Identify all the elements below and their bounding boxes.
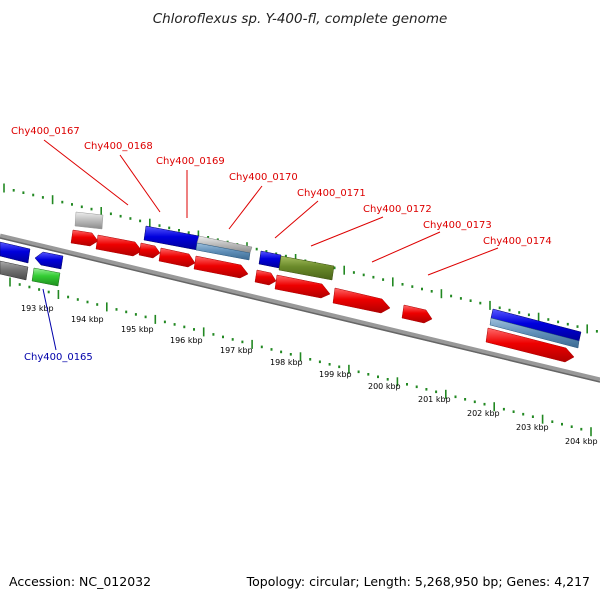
kbp-label: 193 kbp	[21, 304, 54, 313]
gene-label[interactable]: Chy400_0173	[423, 220, 492, 231]
genome-summary-text: Topology: circular; Length: 5,268,950 bp…	[246, 574, 590, 589]
feature-green[interactable]	[31, 267, 61, 287]
kbp-label: 201 kbp	[418, 395, 451, 404]
gene-label[interactable]: Chy400_0171	[297, 188, 366, 199]
feature-olive[interactable]	[278, 255, 335, 281]
feature-gray[interactable]	[74, 211, 104, 230]
kbp-label: 199 kbp	[319, 370, 352, 379]
reverse-features	[0, 241, 64, 287]
callout-line	[43, 139, 129, 206]
kbp-label: 202 kbp	[467, 409, 500, 418]
callout-line	[228, 185, 263, 230]
gene-label[interactable]: Chy400_0168	[84, 141, 153, 152]
callout-line	[310, 216, 384, 247]
gene-label[interactable]: Chy400_0165	[24, 352, 93, 363]
forward-features	[70, 211, 582, 363]
feature-red[interactable]	[70, 229, 99, 247]
feature-red[interactable]	[274, 274, 331, 299]
feature-red[interactable]	[485, 327, 575, 363]
gene-callouts-reverse: Chy400_0165	[24, 288, 93, 363]
kbp-label: 196 kbp	[170, 336, 203, 345]
feature-red[interactable]	[193, 255, 249, 279]
gene-label[interactable]: Chy400_0174	[483, 236, 552, 247]
kbp-label: 203 kbp	[516, 423, 549, 432]
callout-line	[119, 154, 161, 213]
accession-text: Accession: NC_012032	[9, 574, 151, 589]
feature-red[interactable]	[95, 234, 143, 257]
callout-line	[371, 231, 441, 263]
map-title: Chloroflexus sp. Y-400-fl, complete geno…	[153, 11, 448, 27]
gene-callouts-forward: Chy400_0167 Chy400_0168 Chy400_0169 Chy4…	[11, 126, 552, 276]
gene-label[interactable]: Chy400_0172	[363, 204, 432, 215]
gene-label[interactable]: Chy400_0167	[11, 126, 80, 137]
kbp-label: 200 kbp	[368, 382, 401, 391]
kbp-label: 198 kbp	[270, 358, 303, 367]
callout-line	[274, 200, 319, 239]
kbp-label: 197 kbp	[220, 346, 253, 355]
gene-label[interactable]: Chy400_0169	[156, 156, 225, 167]
feature-red[interactable]	[158, 247, 196, 268]
callout-line	[42, 288, 57, 351]
feature-red[interactable]	[138, 242, 161, 259]
feature-red[interactable]	[254, 269, 277, 286]
feature-blue[interactable]	[34, 251, 64, 270]
kbp-label: 195 kbp	[121, 325, 154, 334]
feature-steel[interactable]	[489, 317, 580, 349]
feature-blue[interactable]	[0, 241, 31, 264]
genome-backbone	[0, 233, 600, 383]
genome-backbone-shade	[0, 237, 600, 383]
feature-red[interactable]	[332, 287, 391, 314]
callout-line	[427, 247, 499, 276]
feature-steel[interactable]	[195, 242, 251, 261]
gene-label[interactable]: Chy400_0170	[229, 172, 298, 183]
inner-tick-track	[9, 277, 592, 437]
kbp-label: 194 kbp	[71, 315, 104, 324]
feature-blue[interactable]	[258, 250, 282, 269]
feature-dark[interactable]	[0, 260, 29, 281]
kbp-label: 204 kbp	[565, 437, 598, 446]
feature-red[interactable]	[401, 304, 433, 324]
kbp-scale-labels: 193 kbp 194 kbp 195 kbp 196 kbp 197 kbp …	[21, 304, 598, 446]
